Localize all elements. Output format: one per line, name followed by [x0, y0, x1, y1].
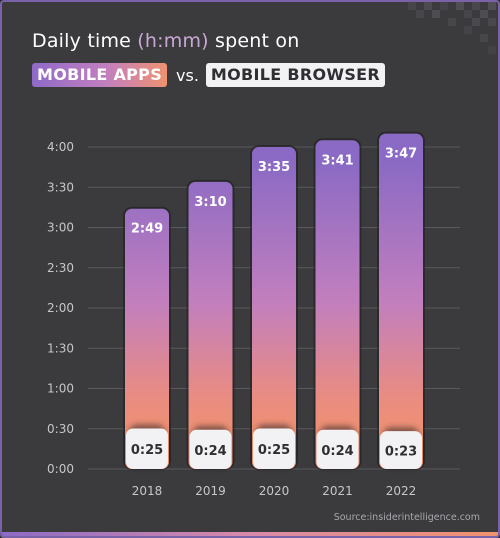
- chart-title: Daily time (h:mm) spent on: [32, 30, 300, 52]
- data-label-mobile-browser: 0:23: [385, 445, 417, 460]
- y-tick-label: 0:00: [47, 462, 74, 476]
- y-tick-label: 2:30: [47, 261, 74, 275]
- data-label-mobile-apps: 3:10: [194, 195, 226, 210]
- x-tick-label: 2020: [259, 484, 290, 498]
- y-tick-label: 2:00: [47, 301, 74, 315]
- data-label-mobile-browser: 0:24: [194, 444, 226, 459]
- bar-mobile-apps: [188, 181, 233, 469]
- y-tick-label: 4:00: [47, 140, 74, 154]
- x-axis-ticks: 2018 2019 2020 2021 2022: [132, 484, 417, 498]
- bar-mobile-browser: [126, 428, 168, 469]
- bar-mobile-apps: [125, 208, 169, 469]
- legend-vs: vs.: [176, 65, 199, 85]
- bar-mobile-browser: [380, 431, 422, 469]
- legend: MOBILE APPS vs. MOBILE BROWSER: [32, 63, 386, 87]
- bar-mobile-apps: [252, 147, 296, 469]
- legend-mobile-apps: MOBILE APPS: [32, 63, 168, 87]
- y-axis-ticks: 0:00 0:30 1:00 1:30 2:00 2:30 3:00 3:30 4:00: [47, 140, 74, 476]
- y-tick-label: 1:00: [47, 382, 74, 396]
- y-tick-label: 0:30: [47, 422, 74, 436]
- bar-mobile-browser: [189, 429, 232, 469]
- data-label-mobile-apps: 3:35: [258, 160, 290, 175]
- source-note: Source:insiderintelligence.com: [333, 512, 480, 523]
- data-label-mobile-browser: 0:24: [321, 444, 353, 459]
- legend-mobile-browser: MOBILE BROWSER: [205, 63, 386, 87]
- data-label-mobile-browser: 0:25: [258, 443, 290, 458]
- title-suffix: spent on: [215, 30, 300, 52]
- bar-mobile-apps: [315, 140, 360, 469]
- bar-mobile-browser: [253, 428, 295, 469]
- y-tick-label: 3:00: [47, 221, 74, 235]
- data-label-mobile-apps: 2:49: [131, 222, 163, 237]
- x-tick-label: 2021: [322, 484, 353, 498]
- bar-mobile-browser: [316, 429, 359, 469]
- bar-mobile-apps: [379, 133, 423, 470]
- bars: 0:25 2:49 0:24 3:10 0:25 3:35 0:24 3:41 0:23 3:47: [123, 131, 425, 471]
- x-tick-label: 2019: [195, 484, 226, 498]
- data-label-mobile-browser: 0:25: [131, 443, 163, 458]
- data-label-mobile-apps: 3:41: [321, 153, 353, 168]
- y-tick-label: 1:30: [47, 341, 74, 355]
- pixel-decoration: [408, 2, 496, 54]
- x-tick-label: 2018: [132, 484, 163, 498]
- y-tick-label: 3:30: [47, 180, 74, 194]
- title-prefix: Daily time: [32, 30, 132, 52]
- x-tick-label: 2022: [386, 484, 417, 498]
- title-unit: (h:mm): [137, 30, 209, 52]
- data-label-mobile-apps: 3:47: [385, 147, 417, 162]
